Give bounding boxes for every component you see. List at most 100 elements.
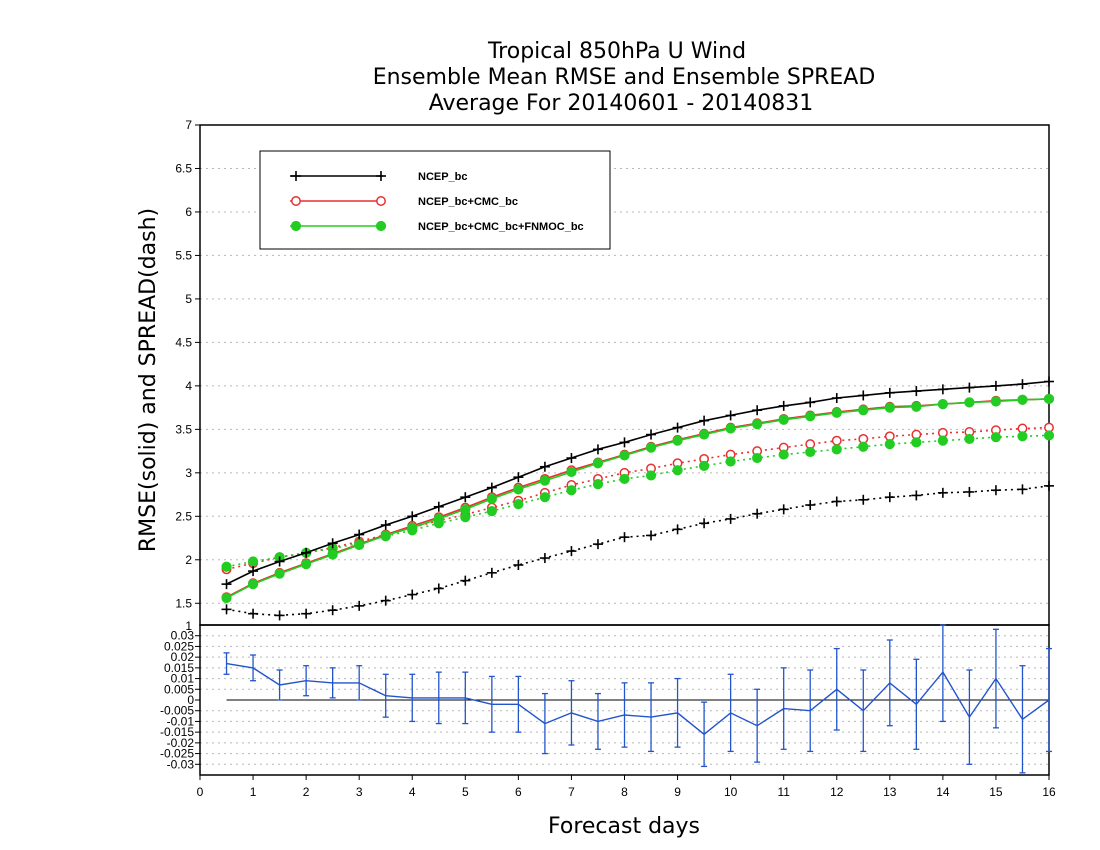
data-point [433,583,444,594]
diff-y-tick-label: 0.025 [164,639,194,653]
data-point [354,539,365,551]
series-4-dotted [221,422,1054,575]
data-point [990,396,1002,407]
data-point [672,524,683,535]
data-point [964,382,975,393]
data-point [380,520,391,530]
data-point [884,492,895,503]
data-point [380,530,391,541]
data-point [301,608,312,619]
data-point [699,518,710,529]
data-point [301,559,312,570]
data-point [221,579,232,590]
x-tick-label: 3 [356,785,363,799]
data-point [566,466,577,478]
diff-series [223,624,1052,774]
data-point [752,452,763,464]
series-1-solid [221,393,1054,603]
data-point [831,444,842,455]
data-point [990,380,1001,391]
diff-top-label: 1 [185,619,192,633]
diff-y-tick-label: -0.025 [160,747,194,761]
series-line [226,485,1050,617]
data-point [778,449,789,460]
data-point [937,435,948,446]
data-point [221,604,232,615]
data-point [354,529,365,540]
data-point [858,405,869,416]
data-point [778,504,789,515]
legend-marker [290,220,302,232]
data-point [990,485,1001,496]
legend-marker [376,196,386,206]
diff-grid [195,635,1049,765]
main-y-tick-label: 1.5 [175,596,192,610]
data-point [407,589,418,600]
diff-series-line [226,662,1050,736]
data-point [778,400,789,411]
data-point [937,487,948,498]
diff-y-tick-label: -0.01 [167,714,195,728]
main-y-tick-label: 2 [185,553,192,567]
data-point [1043,393,1055,405]
data-point [619,532,630,543]
main-y-tick-label: 5.5 [175,248,192,262]
data-point [513,499,524,510]
data-point [699,415,710,426]
data-point [486,567,497,578]
data-point [858,441,869,452]
legend-marker [291,171,301,181]
data-point [327,605,338,616]
legend-label: NCEP_bc+CMC_bc+FNMOC_bc [418,221,584,233]
title-line-3: Average For 20140601 - 20140831 [429,91,814,116]
data-point [964,433,975,445]
data-point [1017,484,1028,495]
diff-y-tick-label: -0.02 [167,736,195,750]
data-point [911,401,922,412]
diff-y-tick-label: -0.005 [160,704,194,718]
data-point [725,513,736,524]
data-point [805,446,816,458]
data-point [592,479,604,490]
data-point [566,485,577,496]
diff-y-tick-label: 0.015 [164,661,194,675]
data-point [752,419,763,430]
data-point [274,556,285,567]
title-line-2: Ensemble Mean RMSE and Ensemble SPREAD [373,65,876,90]
data-point [672,435,683,446]
main-y-tick-label: 4 [185,379,192,393]
x-tick-label: 13 [883,785,897,799]
data-point [698,429,710,440]
x-tick-label: 5 [462,785,469,799]
series-line [226,380,1050,585]
main-y-tick-label: 6.5 [175,161,192,175]
data-point [592,444,603,455]
x-tick-label: 6 [515,785,522,799]
data-point [327,538,338,549]
data-point [645,470,657,481]
x-tick-label: 11 [777,785,790,799]
data-point [672,465,683,476]
data-point [1017,379,1028,390]
data-point [592,458,604,469]
series-2-solid [221,393,1055,604]
main-series [221,376,1055,621]
data-point [274,568,285,579]
main-y-tick-labels: 1.5 2 2.5 3 3.5 4 4.5 5 5.5 6 6.5 7 [175,118,192,610]
data-point [539,461,550,472]
data-point [1043,430,1055,441]
data-point [301,547,312,558]
data-point [486,493,497,505]
legend-label: NCEP_bc [418,171,468,183]
data-point [1044,376,1054,387]
legend-marker [291,196,301,206]
x-tick-label: 10 [724,785,738,799]
x-tick-label: 14 [936,785,950,799]
data-point [646,429,657,440]
data-point [698,460,710,471]
main-y-tick-label: 7 [185,118,192,132]
series-0-solid [221,376,1054,590]
data-point [513,472,524,483]
data-point [646,530,657,541]
